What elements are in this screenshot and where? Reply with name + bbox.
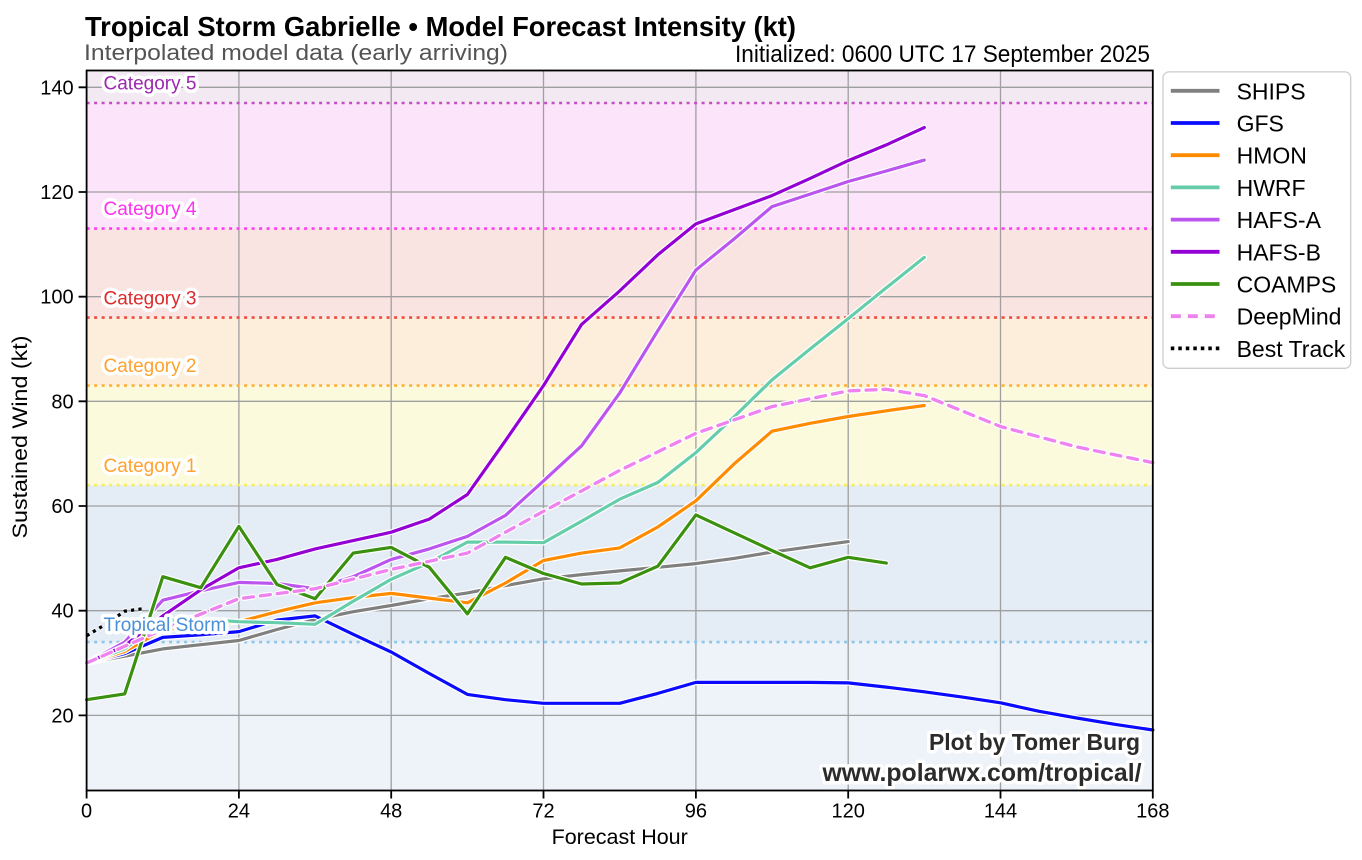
svg-text:Interpolated model data (early: Interpolated model data (early arriving) bbox=[84, 40, 508, 65]
svg-text:Tropical Storm Gabrielle • Mod: Tropical Storm Gabrielle • Model Forecas… bbox=[85, 11, 796, 42]
svg-text:0: 0 bbox=[81, 801, 92, 823]
svg-text:72: 72 bbox=[532, 801, 554, 823]
svg-text:Plot by Tomer Burg: Plot by Tomer Burg bbox=[929, 729, 1140, 755]
svg-text:HMON: HMON bbox=[1237, 143, 1307, 169]
svg-text:120: 120 bbox=[40, 182, 73, 204]
svg-text:Forecast Hour: Forecast Hour bbox=[552, 825, 688, 849]
svg-text:168: 168 bbox=[1136, 801, 1169, 823]
svg-text:SHIPS: SHIPS bbox=[1237, 78, 1306, 104]
svg-text:Category 1: Category 1 bbox=[104, 456, 197, 477]
svg-text:48: 48 bbox=[380, 801, 402, 823]
svg-text:144: 144 bbox=[984, 801, 1017, 823]
svg-text:24: 24 bbox=[228, 801, 250, 823]
svg-text:Category 5: Category 5 bbox=[104, 73, 197, 94]
svg-text:40: 40 bbox=[51, 601, 73, 623]
svg-text:100: 100 bbox=[40, 287, 73, 309]
svg-text:HAFS-B: HAFS-B bbox=[1237, 239, 1321, 265]
svg-text:GFS: GFS bbox=[1237, 111, 1284, 137]
svg-text:120: 120 bbox=[832, 801, 865, 823]
svg-text:96: 96 bbox=[685, 801, 707, 823]
svg-text:80: 80 bbox=[51, 391, 73, 413]
svg-text:Category 4: Category 4 bbox=[104, 199, 197, 220]
svg-text:20: 20 bbox=[51, 705, 73, 727]
svg-text:www.polarwx.com/tropical/: www.polarwx.com/tropical/ bbox=[822, 759, 1142, 787]
svg-text:HWRF: HWRF bbox=[1237, 175, 1306, 201]
svg-text:Tropical Storm: Tropical Storm bbox=[104, 615, 227, 636]
svg-text:Category 2: Category 2 bbox=[104, 356, 197, 377]
svg-text:60: 60 bbox=[51, 496, 73, 518]
svg-text:DeepMind: DeepMind bbox=[1237, 304, 1342, 330]
svg-text:Sustained Wind (kt): Sustained Wind (kt) bbox=[9, 336, 32, 539]
svg-text:Best Track: Best Track bbox=[1237, 336, 1346, 362]
svg-text:COAMPS: COAMPS bbox=[1237, 272, 1337, 298]
svg-text:Category 3: Category 3 bbox=[104, 288, 197, 309]
svg-text:140: 140 bbox=[40, 77, 73, 99]
svg-text:HAFS-A: HAFS-A bbox=[1237, 207, 1322, 233]
svg-text:Initialized: 0600 UTC 17 Septe: Initialized: 0600 UTC 17 September 2025 bbox=[735, 41, 1150, 68]
